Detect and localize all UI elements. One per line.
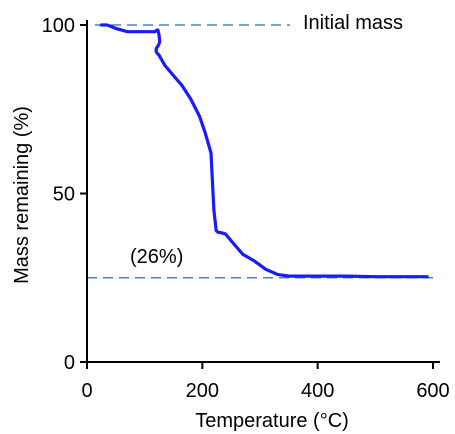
x-axis-title: Temperature (°C) bbox=[195, 410, 349, 432]
initial-mass-label: Initial mass bbox=[303, 12, 403, 34]
residue-label: (26%) bbox=[130, 246, 183, 268]
x-tick-label-0: 0 bbox=[81, 380, 92, 402]
x-tick-label-200: 200 bbox=[186, 380, 219, 402]
y-tick-label-100: 100 bbox=[42, 15, 75, 37]
x-tick-label-600: 600 bbox=[416, 380, 449, 402]
y-axis-title: Mass remaining (%) bbox=[11, 106, 33, 284]
y-tick-label-0: 0 bbox=[64, 352, 75, 374]
x-tick-label-400: 400 bbox=[301, 380, 334, 402]
y-tick-label-50: 50 bbox=[53, 184, 75, 206]
mass-curve-0 bbox=[99, 23, 429, 279]
